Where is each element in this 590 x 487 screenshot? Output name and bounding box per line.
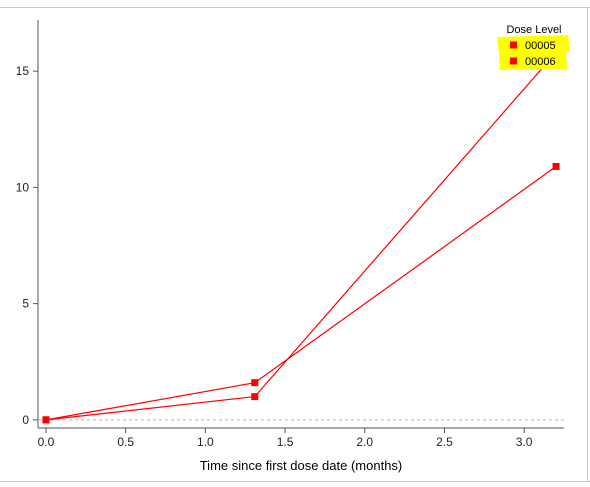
legend-marker-00005 xyxy=(510,41,517,49)
series-layer xyxy=(42,49,560,424)
frame-right-border xyxy=(587,7,588,482)
y-tick-label: 0 xyxy=(22,413,29,427)
series-line-00005 xyxy=(45,52,557,421)
series-line-00006 xyxy=(45,166,557,421)
x-tick-label: 0.0 xyxy=(38,435,55,449)
legend-label-00005: 00005 xyxy=(525,40,556,52)
legend-title: Dose Level xyxy=(506,24,561,36)
data-point-00006 xyxy=(552,162,560,170)
x-tick-label: 2.0 xyxy=(356,435,373,449)
legend: Dose Level 00005 00006 xyxy=(497,24,570,70)
x-tick-label: 0.5 xyxy=(117,435,134,449)
data-point-00006 xyxy=(42,416,50,424)
data-point-00006 xyxy=(251,379,259,387)
legend-label-00006: 00006 xyxy=(525,56,556,68)
legend-marker-00006 xyxy=(510,57,517,65)
legend-highlight xyxy=(497,35,570,54)
y-tick-label: 10 xyxy=(16,180,30,194)
x-axis-title: Time since first dose date (months) xyxy=(200,458,403,473)
x-tick-label: 1.5 xyxy=(277,435,294,449)
axes-layer: 0.0 0.5 1.0 1.5 2.0 2.5 3.0 0 5 10 15 xyxy=(16,20,564,449)
y-tick-label: 15 xyxy=(16,64,30,78)
x-tick-label: 1.0 xyxy=(197,435,214,449)
y-tick-label: 5 xyxy=(22,297,29,311)
frame-top-border xyxy=(0,7,590,8)
x-tick-label: 3.0 xyxy=(516,435,533,449)
data-point-00005 xyxy=(251,393,259,401)
legend-highlight xyxy=(499,52,567,70)
frame-bottom-border xyxy=(0,481,590,482)
x-tick-label: 2.5 xyxy=(436,435,453,449)
